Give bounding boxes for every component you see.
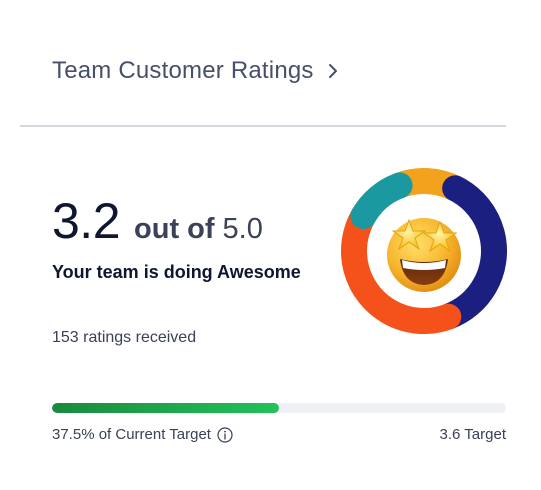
team-customer-ratings-header-link[interactable]: Team Customer Ratings [52, 55, 339, 87]
rating-donut-chart [341, 168, 507, 334]
info-icon[interactable] [217, 426, 233, 443]
current-target-percentage: 37.5% of Current Target [52, 426, 211, 443]
chevron-right-icon [327, 63, 339, 79]
score-out-of-label: out of [134, 213, 215, 245]
ratings-received-count: 153 ratings received [52, 329, 197, 346]
donut-segment-1 [341, 168, 507, 334]
score-value: 3.2 [52, 193, 121, 249]
score-row: 3.2 out of 5.0 [52, 192, 263, 250]
header-divider [20, 125, 506, 127]
donut-segment-3 [341, 168, 507, 334]
progress-label-row: 37.5% of Current Target [52, 426, 233, 443]
target-value-label: 3.6 Target [439, 426, 506, 443]
target-progress-bar [52, 403, 506, 413]
score-max: 5.0 [222, 213, 263, 245]
header-title: Team Customer Ratings [52, 57, 314, 84]
star-struck-emoji-icon [383, 212, 465, 294]
target-progress-fill [52, 403, 279, 413]
team-status-tagline: Your team is doing Awesome [52, 262, 301, 282]
